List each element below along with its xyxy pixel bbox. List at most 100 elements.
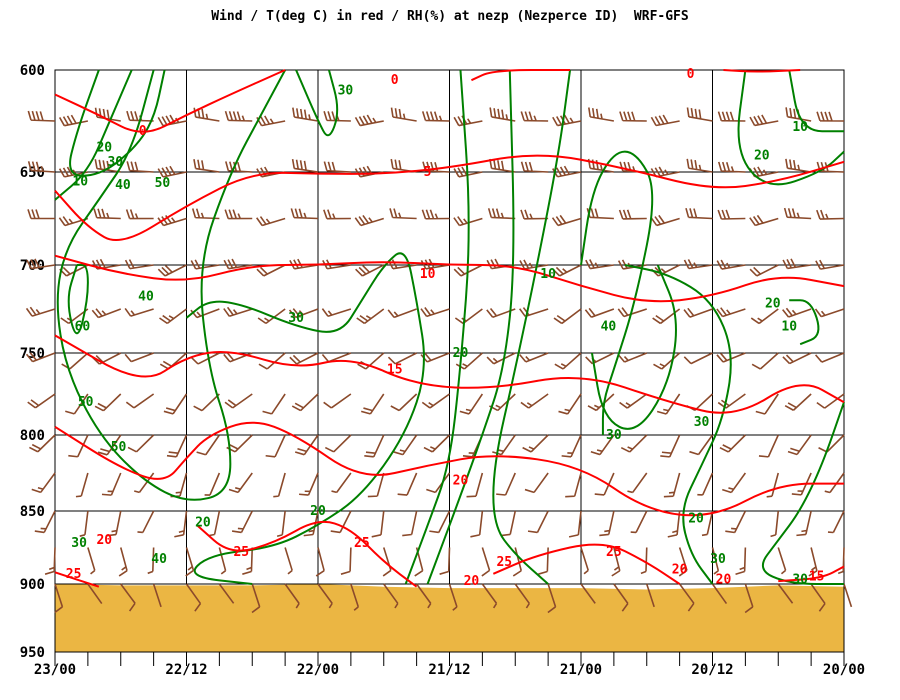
wind-barb xyxy=(683,352,713,365)
wind-barb xyxy=(124,307,154,317)
temperature-contour-label: 25 xyxy=(496,555,512,570)
wind-barb xyxy=(453,115,483,127)
rh-contour-label: 40 xyxy=(115,178,131,193)
wind-barb xyxy=(827,510,845,534)
wind-barb xyxy=(426,472,451,494)
wind-barb xyxy=(453,166,483,178)
wind-barb xyxy=(27,110,56,122)
wind-barb xyxy=(193,159,220,173)
wind-barb xyxy=(552,264,582,277)
wind-barb xyxy=(93,208,121,220)
wind-barb xyxy=(716,352,746,363)
rh-contour-line xyxy=(789,299,820,346)
wind-barb xyxy=(291,158,319,173)
wind-barb xyxy=(617,307,647,318)
wind-barb xyxy=(783,207,812,220)
wind-barb xyxy=(323,161,351,173)
temperature-contour-line xyxy=(54,571,100,588)
y-tick-label: 800 xyxy=(20,428,45,444)
wind-barb xyxy=(453,264,483,277)
wind-barb xyxy=(751,352,779,370)
x-tick-label: 20/12 xyxy=(691,662,733,678)
rh-contour-line xyxy=(590,264,677,430)
wind-barb xyxy=(323,111,351,122)
wind-barb xyxy=(758,434,779,458)
wind-barb xyxy=(422,161,450,173)
x-tick-label: 23/00 xyxy=(34,662,76,678)
wind-barb xyxy=(193,107,220,122)
wind-barb xyxy=(292,107,319,122)
wind-barb xyxy=(611,547,621,577)
wind-barb xyxy=(630,510,648,534)
wind-barb xyxy=(223,258,253,270)
wind-barb xyxy=(354,114,384,127)
wind-barb xyxy=(744,583,754,614)
x-tick-label: 22/00 xyxy=(297,662,339,678)
wind-barb xyxy=(816,209,845,220)
wind-barb xyxy=(587,158,614,173)
rh-contour-line xyxy=(761,401,845,585)
wind-barb xyxy=(191,208,220,220)
wind-barb xyxy=(323,209,351,220)
wind-barb xyxy=(522,434,549,453)
wind-barb xyxy=(717,393,746,409)
wind-barb xyxy=(652,308,681,325)
rh-contour-line xyxy=(295,69,339,137)
wind-barb xyxy=(387,259,417,270)
wind-barb xyxy=(429,510,451,534)
wind-barb xyxy=(519,352,549,363)
wind-barb xyxy=(356,308,385,325)
wind-barb xyxy=(94,159,121,173)
wind-barb xyxy=(627,472,648,494)
wind-barb xyxy=(777,583,794,604)
wind-barb xyxy=(656,393,681,415)
wind-barb xyxy=(551,214,582,227)
wind-barb xyxy=(290,208,319,220)
rh-contour-label: 30 xyxy=(792,573,808,588)
wind-barb xyxy=(524,472,549,494)
wind-barb xyxy=(273,472,286,498)
wind-barb xyxy=(701,510,714,537)
wind-barb xyxy=(126,110,154,122)
wind-barb xyxy=(553,308,582,325)
wind-barb xyxy=(785,158,812,173)
x-tick-label: 21/00 xyxy=(560,662,602,678)
wind-barb xyxy=(561,434,582,458)
wind-barb xyxy=(354,214,384,227)
wind-barb xyxy=(157,114,187,127)
temperature-contour-label: 20 xyxy=(672,562,688,577)
wind-barb xyxy=(785,107,812,122)
wind-barb xyxy=(420,258,450,270)
wind-barb xyxy=(686,107,713,122)
x-tick-label: 22/12 xyxy=(165,662,207,678)
wind-barb xyxy=(367,472,385,498)
wind-barb xyxy=(137,510,155,534)
wind-barb xyxy=(750,308,779,325)
temperature-contour-line xyxy=(492,543,681,585)
wind-barb xyxy=(402,510,418,537)
rh-contour-label: 30 xyxy=(71,536,87,551)
wind-barb xyxy=(256,115,286,127)
wind-barb xyxy=(371,510,385,538)
wind-barb xyxy=(650,264,680,277)
wind-barb xyxy=(650,114,680,127)
x-tick-label: 20/00 xyxy=(823,662,865,678)
wind-barb xyxy=(315,547,325,577)
wind-barb xyxy=(54,583,64,614)
wind-barb xyxy=(717,209,746,220)
temperature-contour-line xyxy=(54,69,286,133)
wind-barb xyxy=(291,393,319,412)
wind-barb xyxy=(481,547,491,577)
wind-barb xyxy=(118,547,128,577)
wind-barb xyxy=(204,472,221,496)
wind-barb xyxy=(68,434,89,458)
wind-barb xyxy=(340,547,352,575)
wind-barb xyxy=(223,306,253,317)
y-tick-label: 750 xyxy=(20,346,45,362)
rh-contour-line xyxy=(788,69,844,133)
wind-barb xyxy=(223,352,253,363)
rh-contour-label: 20 xyxy=(765,297,781,312)
wind-barb xyxy=(420,352,450,363)
wind-barb xyxy=(650,166,680,178)
wind-barb xyxy=(324,434,352,453)
